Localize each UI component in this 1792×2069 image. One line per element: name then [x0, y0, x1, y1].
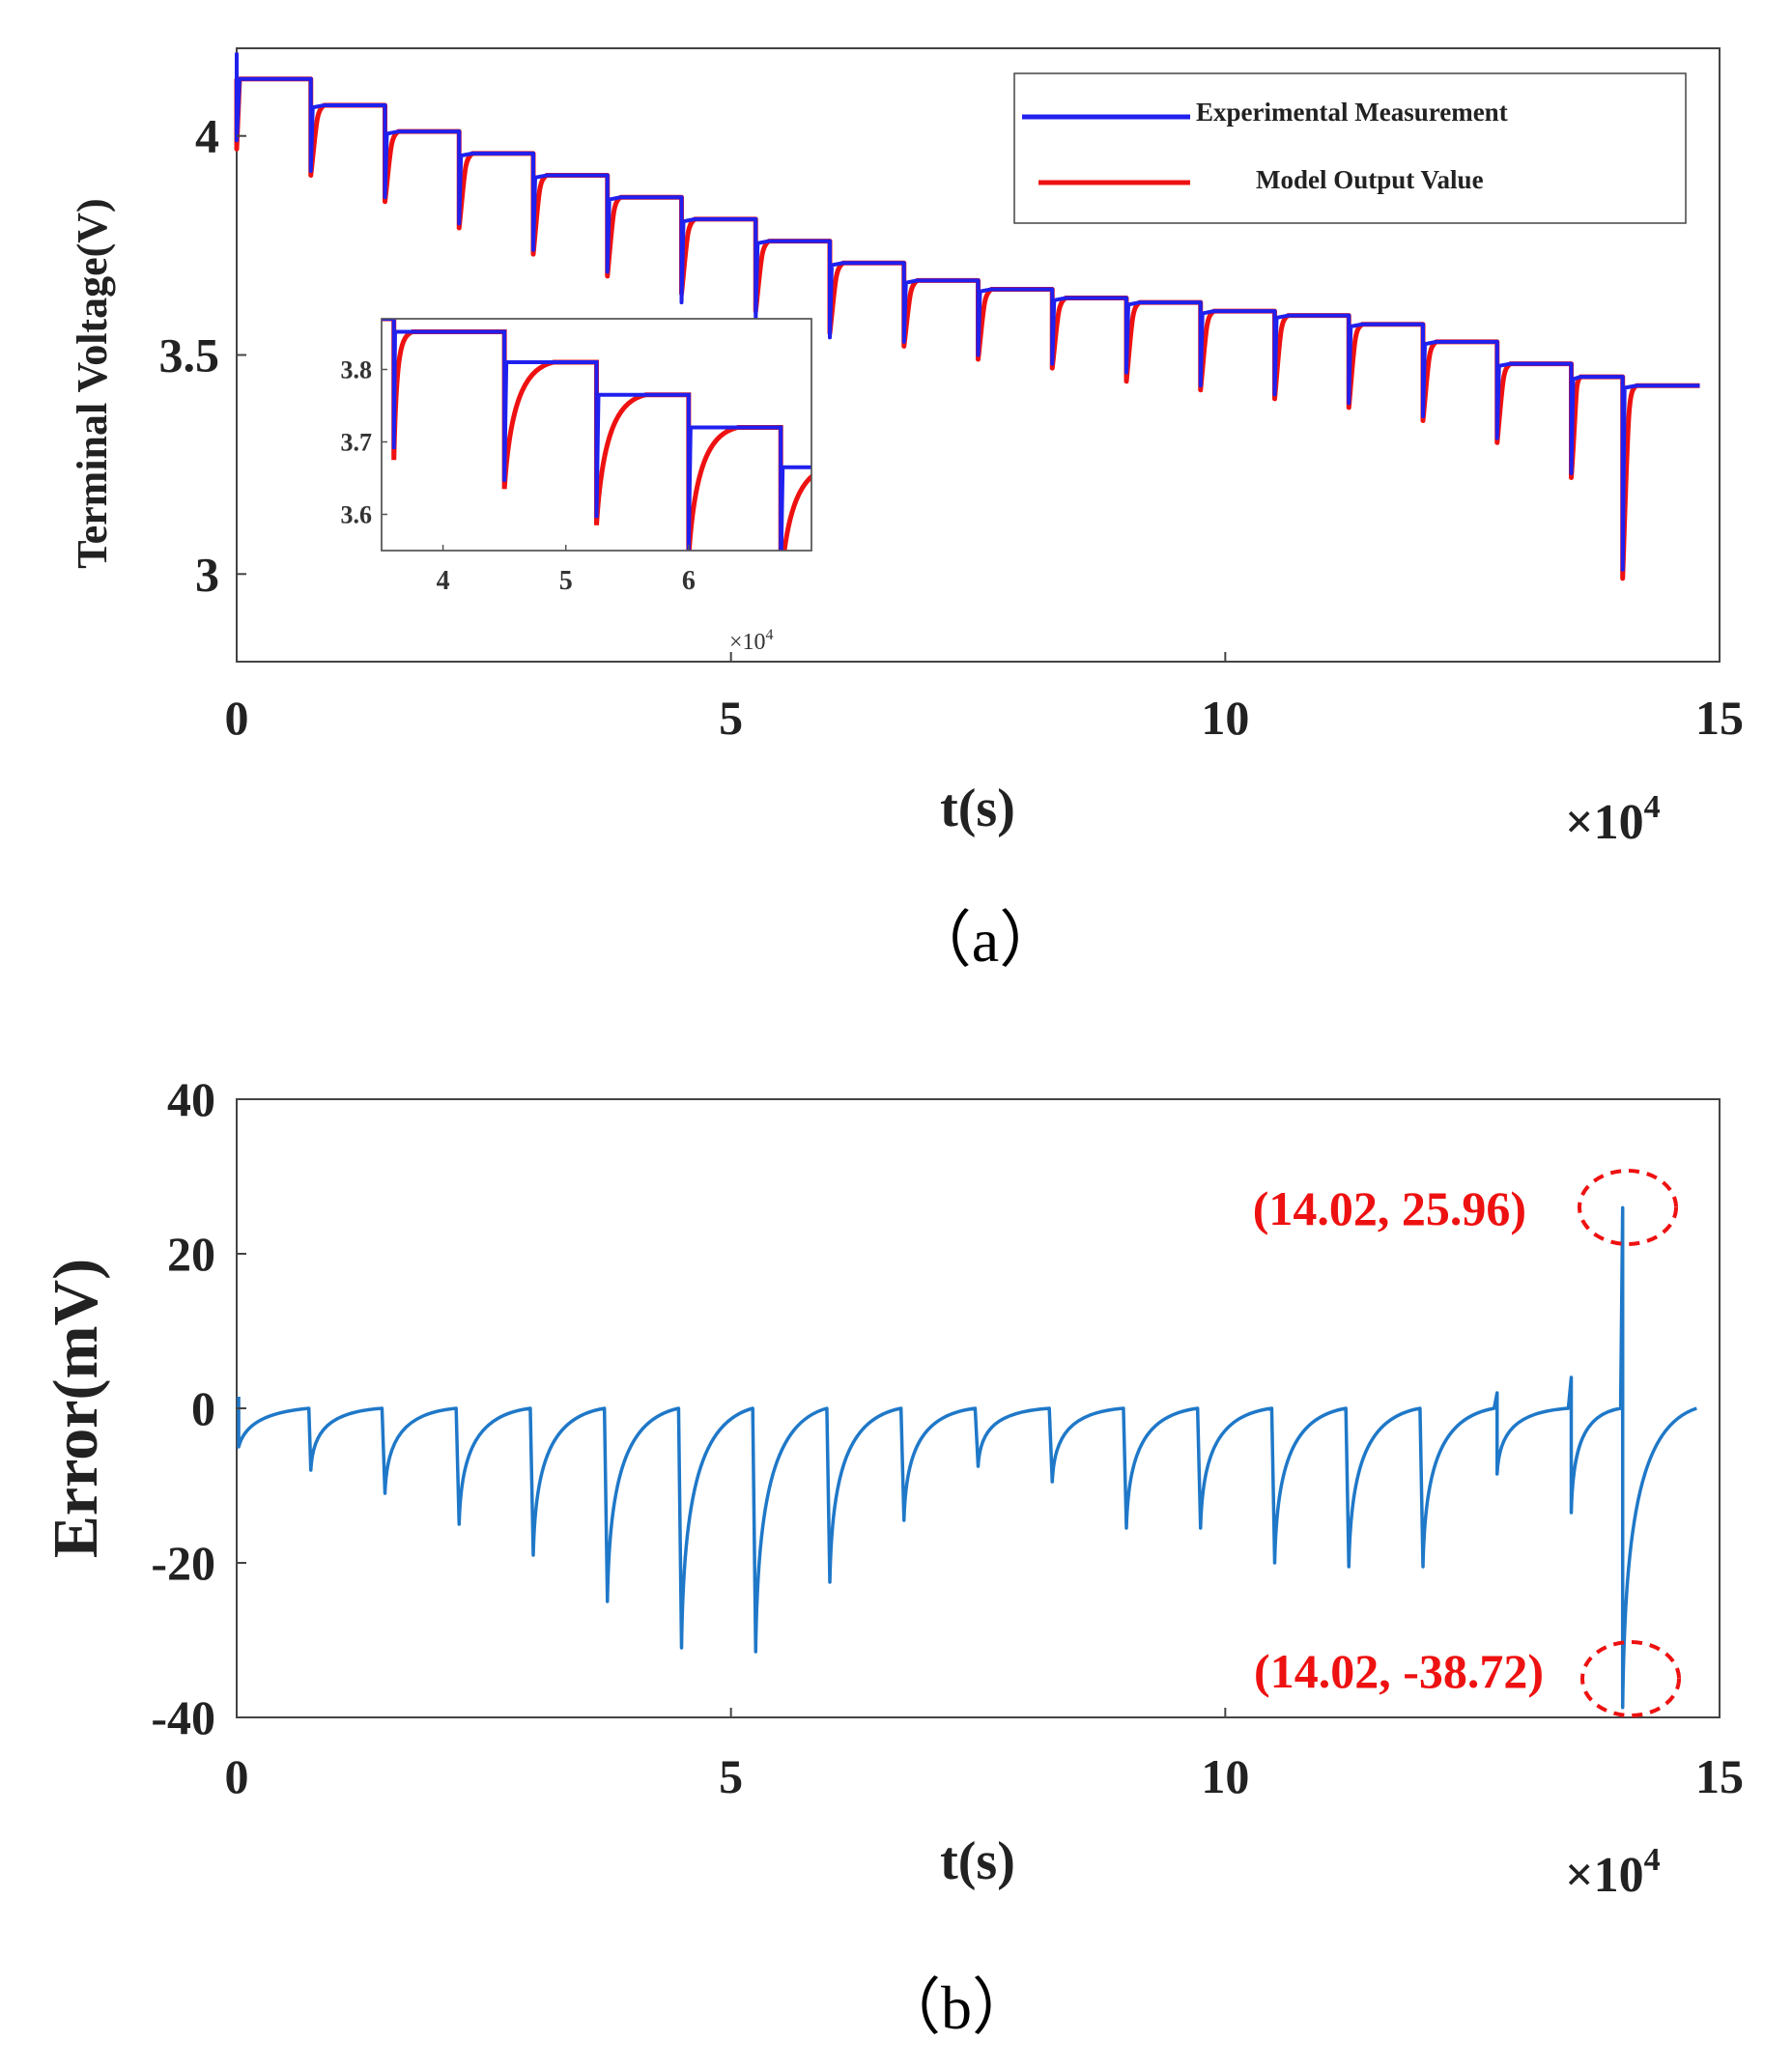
series-experimental [235, 52, 1700, 572]
panel-a-y-tick-label: 4 [195, 109, 219, 163]
panel-a-label: （a） [910, 906, 1061, 975]
legend-label-experimental: Experimental Measurement [1196, 98, 1508, 127]
panel-a-x-tick-label: 0 [225, 691, 249, 745]
inset-x-tick-label: 6 [682, 566, 696, 596]
panel-a-legend: Experimental Measurement Model Output Va… [1013, 72, 1687, 224]
panel-a-x-tick-label: 5 [719, 691, 743, 745]
series-error [237, 1205, 1697, 1710]
panel-b-y-tick-label: -20 [151, 1536, 215, 1590]
annotation-min-circle [1580, 1640, 1681, 1717]
inset-series-experimental [382, 319, 811, 551]
panel-a-x-tick-label: 10 [1201, 691, 1249, 745]
legend-label-model: Model Output Value [1256, 165, 1484, 194]
panel-a-y-label: Terminal Voltage(V) [69, 198, 116, 568]
panel-a-inset: 4 5 6 3.6 3.7 3.8 ×104 [341, 318, 812, 655]
panel-a-x-label: t(s) [940, 779, 1015, 838]
panel-a-x-tick-label: 15 [1695, 691, 1744, 745]
legend-box [1013, 72, 1687, 224]
panel-b-chart: 0 5 10 15 -40 -20 0 20 40 t(s) ×104 Error(mV) (1… [41, 1072, 1744, 1903]
panel-b-x-tick-label: 5 [719, 1749, 743, 1803]
annotation-max-label: (14.02, 25.96) [1253, 1181, 1526, 1235]
panel-a-chart: 0 5 10 15 3 3.5 4 t(s) ×104 Terminal Voltage(V… [69, 47, 1744, 850]
panel-a-x-multiplier: ×104 [1565, 789, 1661, 850]
panel-b-y-tick-label: -40 [151, 1690, 215, 1744]
panel-b-y-tick-label: 0 [191, 1381, 215, 1435]
panel-b-x-tick-label: 0 [225, 1749, 249, 1803]
panel-b-y-tick-label: 40 [167, 1072, 215, 1126]
panel-b-x-label: t(s) [940, 1831, 1015, 1891]
inset-y-tick-label: 3.7 [341, 429, 373, 457]
panel-b-x-tick-label: 15 [1695, 1749, 1744, 1803]
annotation-max-circle [1578, 1169, 1678, 1246]
inset-x-tick-label: 4 [437, 566, 450, 596]
panel-b-x-multiplier: ×104 [1565, 1842, 1661, 1903]
panel-b-x-tick-label: 10 [1201, 1749, 1249, 1803]
inset-y-tick-label: 3.8 [341, 356, 373, 384]
inset-y-tick-label: 3.6 [341, 501, 373, 529]
inset-x-multiplier: ×104 [729, 627, 774, 655]
annotation-min-label: (14.02, -38.72) [1254, 1644, 1544, 1698]
panel-b-label: （b） [879, 1973, 1034, 2042]
panel-b-plot-area [236, 1098, 1721, 1718]
panel-b-y-tick-label: 20 [167, 1227, 215, 1281]
inset-x-tick-label: 5 [559, 566, 573, 596]
panel-b-y-label: Error(mV) [41, 1259, 111, 1558]
panel-a-y-tick-label: 3.5 [159, 328, 220, 383]
panel-a-y-tick-label: 3 [195, 547, 219, 601]
